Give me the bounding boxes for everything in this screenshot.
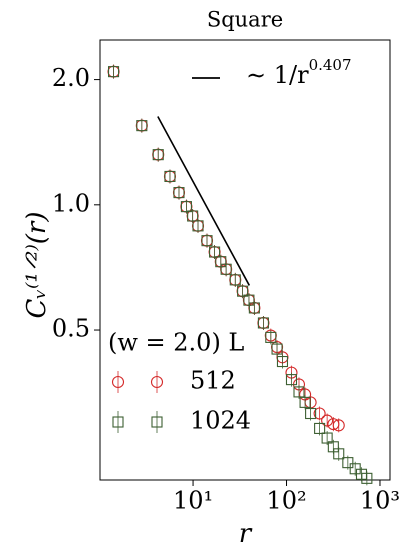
legend-title: (w = 2.0) L	[108, 329, 244, 357]
data-point	[136, 120, 148, 132]
x-tick-label: 10¹	[173, 487, 213, 515]
data-point	[271, 343, 283, 355]
data-point	[180, 201, 192, 213]
data-point	[209, 246, 221, 258]
data-point	[305, 407, 317, 420]
data-point	[220, 263, 232, 275]
data-point	[285, 374, 298, 386]
y-tick-label: 2.0	[52, 64, 90, 92]
chart-title: Square	[207, 8, 283, 32]
data-point	[299, 396, 311, 408]
data-point	[276, 355, 289, 368]
data-point	[257, 317, 269, 329]
data-point	[314, 422, 326, 434]
data-point	[313, 407, 326, 420]
data-point	[173, 187, 185, 199]
legend-marker	[151, 416, 163, 428]
data-point	[248, 302, 260, 314]
data-point	[229, 274, 241, 286]
x-axis-label: r	[239, 519, 253, 549]
data-point	[152, 149, 164, 161]
legend-label: 1024	[190, 407, 251, 435]
data-point	[164, 170, 176, 182]
data-point	[361, 472, 373, 484]
reference-line	[157, 116, 251, 286]
legend-label: ∼ 1/r0.407	[246, 56, 352, 89]
data-point	[201, 235, 213, 247]
y-tick-label: 0.5	[52, 315, 90, 343]
x-tick-label: 10³	[360, 487, 400, 515]
data-point	[293, 386, 305, 398]
data-point	[332, 419, 345, 432]
data-point	[237, 285, 249, 297]
plot-frame	[99, 39, 391, 481]
data-point	[107, 66, 120, 78]
y-axis-label: Cᵥ⁽¹ᐟ²⁾(r)	[22, 212, 52, 319]
legend-label: 512	[190, 367, 236, 395]
legend-marker	[112, 416, 124, 428]
data-point	[342, 457, 354, 469]
legend-label-exponent: 0.407	[309, 56, 352, 74]
data-point	[321, 414, 334, 427]
data-point	[265, 331, 277, 343]
data-point	[333, 448, 345, 460]
data-point	[321, 432, 333, 444]
legend-marker	[150, 375, 164, 389]
data-point	[192, 220, 204, 232]
x-tick-label: 10²	[266, 487, 306, 515]
legend-marker	[111, 375, 125, 389]
legend-label-text: ∼ 1/r	[246, 61, 309, 89]
y-tick-label: 1.0	[52, 189, 90, 217]
